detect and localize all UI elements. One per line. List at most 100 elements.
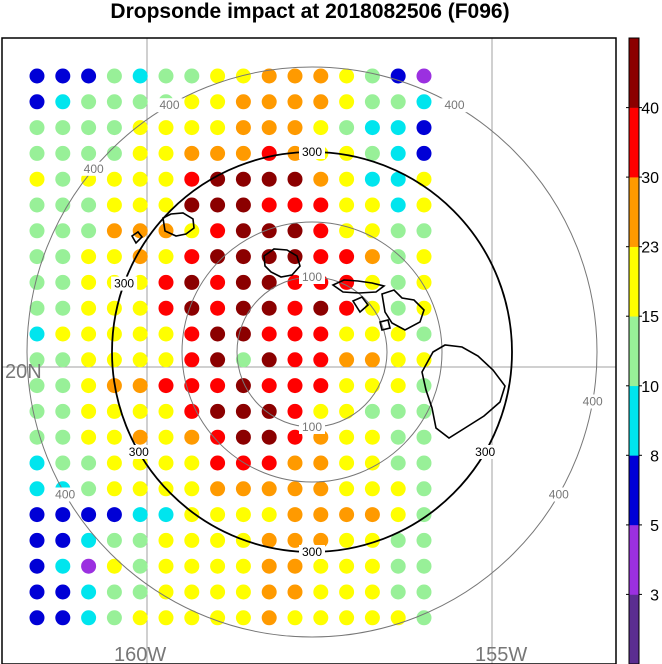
impact-dot (106, 455, 122, 471)
impact-dot (235, 584, 251, 600)
ring-label: 300 (114, 277, 134, 291)
impact-dot (29, 378, 45, 394)
impact-dot (210, 352, 226, 368)
impact-dot (261, 249, 277, 265)
impact-dot (55, 223, 71, 239)
impact-dot (287, 120, 303, 136)
impact-dot (158, 429, 174, 445)
impact-dot (287, 378, 303, 394)
impact-dot (210, 507, 226, 523)
impact-dot (184, 352, 200, 368)
impact-dot (81, 352, 97, 368)
impact-dot (390, 403, 406, 419)
impact-dot (313, 68, 329, 84)
impact-dot (416, 197, 432, 213)
impact-dot (261, 171, 277, 187)
impact-dot (106, 429, 122, 445)
impact-dot (235, 197, 251, 213)
impact-dot (55, 171, 71, 187)
impact-dot (390, 481, 406, 497)
impact-dot (158, 403, 174, 419)
impact-dot (339, 610, 355, 626)
impact-dot (235, 352, 251, 368)
impact-dot (313, 481, 329, 497)
impact-dot (287, 171, 303, 187)
impact-dot (132, 249, 148, 265)
impact-dot (81, 403, 97, 419)
impact-dot (235, 94, 251, 110)
impact-dot (364, 429, 380, 445)
impact-dot (55, 455, 71, 471)
impact-dot (81, 429, 97, 445)
ring-label-background (545, 487, 572, 502)
impact-dot (184, 120, 200, 136)
impact-dot (210, 429, 226, 445)
impact-dot (132, 481, 148, 497)
impact-dot (184, 378, 200, 394)
impact-dot (390, 68, 406, 84)
impact-dot (287, 429, 303, 445)
ring-label: 300 (302, 145, 322, 159)
impact-dot (55, 120, 71, 136)
impact-dot (416, 532, 432, 548)
hawaii-coastline (130, 212, 506, 439)
map-frame (1, 37, 617, 664)
impact-dot (390, 455, 406, 471)
impact-dot (132, 429, 148, 445)
impact-dot (55, 249, 71, 265)
impact-dot (158, 68, 174, 84)
impact-dot (339, 403, 355, 419)
impact-dot (158, 532, 174, 548)
impact-dot (106, 532, 122, 548)
impact-dot (132, 326, 148, 342)
impact-dot (261, 352, 277, 368)
impact-dot (132, 68, 148, 84)
impact-dot (364, 352, 380, 368)
impact-dot (364, 403, 380, 419)
impact-dot (261, 120, 277, 136)
impact-dot (416, 429, 432, 445)
impact-dot (390, 429, 406, 445)
ring-label-background (156, 98, 183, 113)
impact-dot (184, 197, 200, 213)
impact-dot (81, 455, 97, 471)
impact-dot (313, 378, 329, 394)
impact-dot (416, 326, 432, 342)
colorbar-tick-label: 3 (650, 587, 659, 604)
ring-label-background (441, 98, 468, 113)
impact-dot (106, 403, 122, 419)
impact-dot (106, 352, 122, 368)
impact-dot (364, 610, 380, 626)
impact-dot (210, 610, 226, 626)
impact-dot (132, 378, 148, 394)
impact-dot (81, 274, 97, 290)
impact-dot (287, 352, 303, 368)
impact-dot (390, 300, 406, 316)
impact-dot (210, 68, 226, 84)
impact-dot (81, 507, 97, 523)
lat-label-20n: 20N (5, 361, 42, 383)
impact-dots (29, 68, 432, 626)
ring-label-background (579, 394, 606, 409)
impact-dot (184, 145, 200, 161)
impact-dot (132, 120, 148, 136)
impact-dot (81, 532, 97, 548)
impact-dot (313, 326, 329, 342)
impact-dot (261, 429, 277, 445)
impact-dot (184, 326, 200, 342)
range-ring (181, 221, 443, 483)
map-background (2, 38, 616, 664)
impact-dot (184, 94, 200, 110)
impact-dot (184, 249, 200, 265)
impact-dot (184, 558, 200, 574)
impact-dot (184, 274, 200, 290)
impact-dot (339, 352, 355, 368)
impact-dot (235, 223, 251, 239)
impact-dot (339, 558, 355, 574)
impact-dot (158, 171, 174, 187)
impact-dot (235, 378, 251, 394)
ring-label-background (299, 270, 325, 284)
impact-dot (106, 68, 122, 84)
impact-dot (184, 455, 200, 471)
impact-dot (390, 120, 406, 136)
